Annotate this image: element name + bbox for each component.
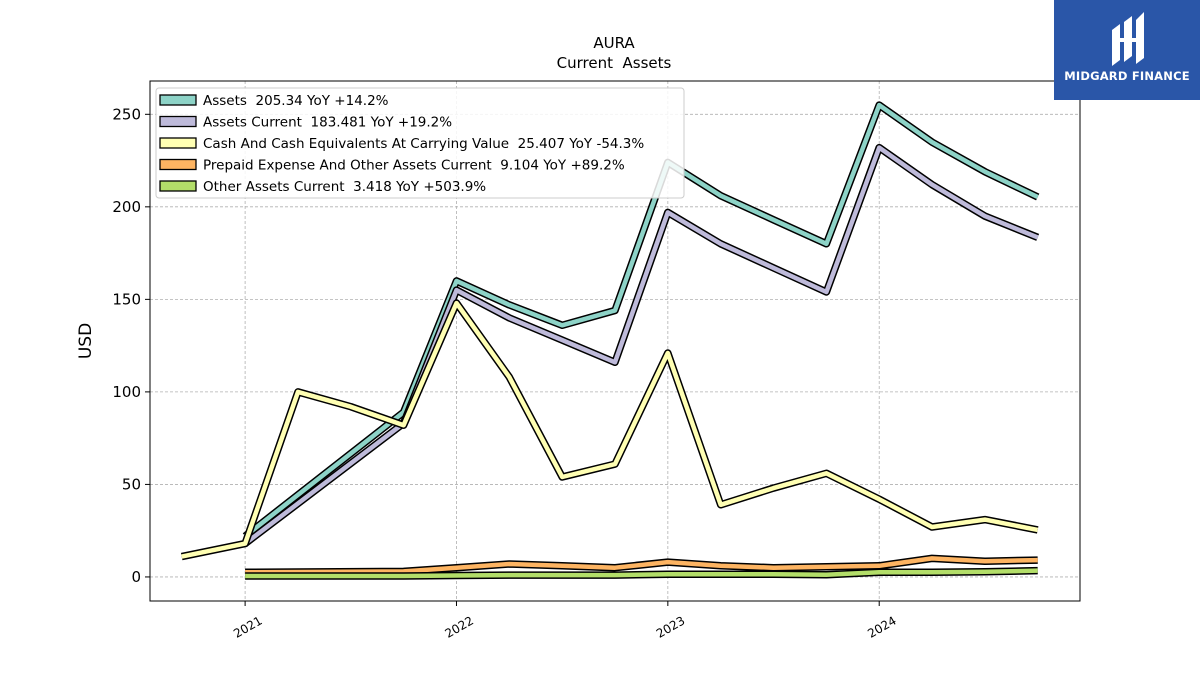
- series-stroke: [181, 300, 1039, 559]
- x-tick-label: 2024: [865, 613, 898, 640]
- legend: Assets 205.34 YoY +14.2% Assets Current 1…: [155, 87, 685, 199]
- legend-swatch: [159, 115, 197, 128]
- x-tick-label: 2022: [443, 613, 476, 640]
- series-stroke: [243, 145, 1039, 546]
- series-line-5: [245, 566, 1038, 580]
- x-axis-ticks: 2021 2022 2023 2024: [231, 601, 899, 641]
- chart-title: AURA: [593, 34, 635, 52]
- y-axis-label: USD: [76, 323, 96, 359]
- series-outline: [180, 299, 1039, 561]
- series-line-4: [245, 554, 1038, 577]
- y-tick-label: 200: [112, 198, 141, 216]
- series-line-2: [242, 143, 1040, 547]
- legend-swatch: [159, 180, 197, 192]
- legend-swatch: [159, 137, 197, 149]
- series-stroke: [243, 102, 1039, 538]
- y-tick-label: 250: [112, 105, 141, 123]
- series-lines: [180, 101, 1040, 580]
- legend-label: Cash And Cash Equivalents At Carrying Va…: [203, 136, 644, 152]
- legend-label: Prepaid Expense And Other Assets Current…: [203, 158, 625, 174]
- y-tick-label: 100: [112, 383, 141, 401]
- series-line-1: [242, 101, 1040, 540]
- plot-frame: [149, 80, 1081, 602]
- series-line-3: [180, 299, 1039, 561]
- x-tick-label: 2021: [231, 613, 264, 640]
- chart-subtitle: Current Assets: [557, 54, 672, 72]
- y-tick-label: 0: [131, 568, 141, 586]
- legend-box: [155, 87, 685, 199]
- y-tick-label: 150: [112, 290, 141, 308]
- y-axis-ticks: 0 50 100 150 200 250: [112, 105, 150, 586]
- brand-logo: MIDGARD FINANCE: [1054, 0, 1200, 100]
- legend-swatch: [159, 94, 197, 106]
- legend-label: Assets Current 183.481 YoY +19.2%: [203, 115, 452, 131]
- legend-label: Other Assets Current 3.418 YoY +503.9%: [203, 179, 486, 195]
- y-tick-label: 50: [122, 475, 141, 493]
- brand-mark-icon: [1112, 12, 1144, 66]
- legend-swatch: [159, 158, 197, 171]
- legend-label: Assets 205.34 YoY +14.2%: [203, 93, 389, 109]
- series-stroke: [245, 568, 1038, 579]
- x-tick-label: 2023: [654, 613, 687, 640]
- brand-name: MIDGARD FINANCE: [1064, 69, 1190, 83]
- series-stroke: [245, 556, 1038, 575]
